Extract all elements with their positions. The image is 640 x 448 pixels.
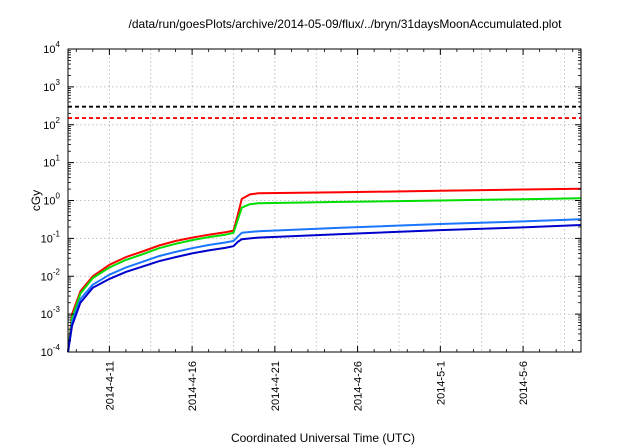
x-tick-label: 2014-4-26 bbox=[353, 361, 365, 411]
y-tick-label: 100 bbox=[43, 192, 60, 208]
x-axis-label: Coordinated Universal Time (UTC) bbox=[231, 431, 415, 445]
y-tick-label: 10-3 bbox=[41, 305, 61, 321]
y-tick-label: 10-4 bbox=[41, 343, 61, 359]
y-tick-labels: 10-4 10-3 10-2 10-1 100 101 102 103 104 bbox=[41, 40, 61, 359]
series-lines bbox=[67, 187, 582, 353]
x-tick-label: 2014-4-11 bbox=[104, 361, 116, 410]
axis-ticks bbox=[68, 48, 581, 353]
x-tick-label: 2014-5-1 bbox=[435, 361, 447, 405]
y-tick-label: 103 bbox=[43, 78, 60, 94]
series-line bbox=[67, 224, 582, 353]
x-tick-label: 2014-4-16 bbox=[187, 361, 199, 411]
y-tick-label: 102 bbox=[43, 116, 60, 132]
series-line bbox=[67, 187, 582, 353]
y-tick-label: 10-2 bbox=[41, 267, 61, 283]
grid bbox=[68, 49, 581, 352]
series-line bbox=[67, 197, 582, 353]
y-tick-label: 101 bbox=[43, 154, 60, 170]
series-line bbox=[67, 218, 582, 353]
y-tick-label: 10-1 bbox=[41, 229, 61, 245]
chart-title: /data/run/goesPlots/archive/2014-05-09/f… bbox=[129, 17, 563, 31]
x-tick-label: 2014-4-21 bbox=[270, 361, 282, 411]
y-axis-label: cGy bbox=[29, 190, 43, 211]
x-tick-label: 2014-5-6 bbox=[518, 361, 530, 405]
y-tick-label: 104 bbox=[43, 40, 60, 56]
x-tick-labels: 2014-4-11 2014-4-16 2014-4-21 2014-4-26 2014… bbox=[104, 361, 530, 411]
reference-lines bbox=[68, 105, 581, 119]
